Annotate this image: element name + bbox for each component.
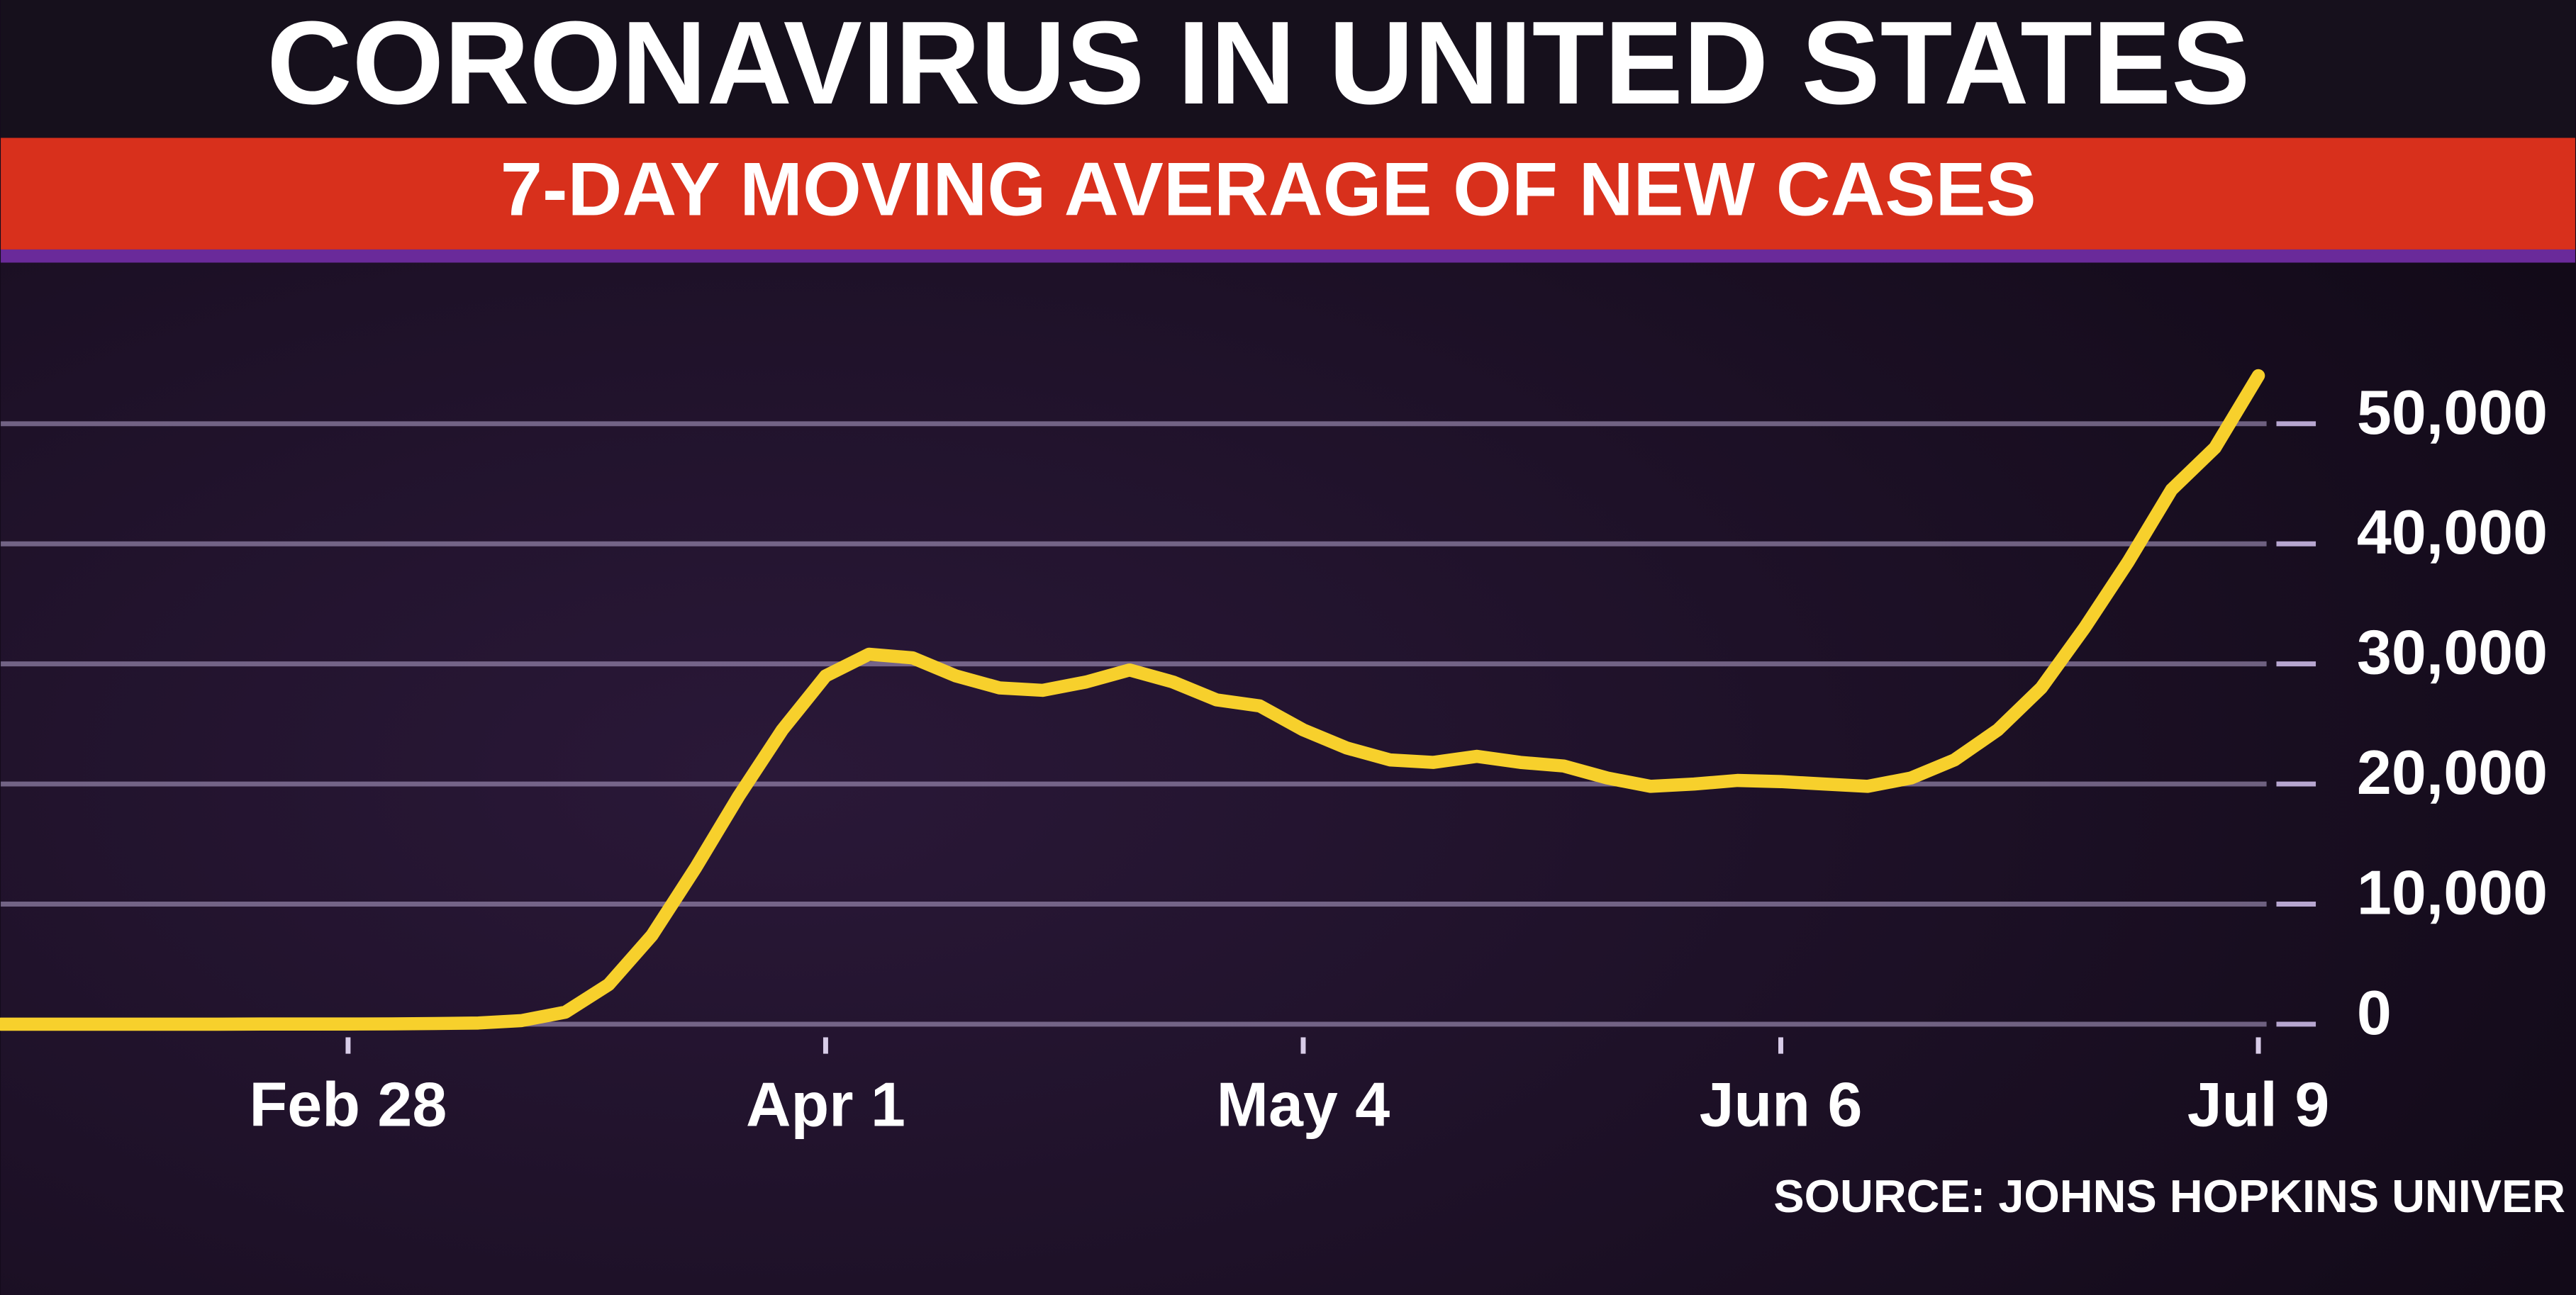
x-tick-label: Jul 9 xyxy=(2187,1070,2330,1140)
data-line xyxy=(0,369,2265,1031)
title-band xyxy=(1,0,2575,138)
chart-title: CORONAVIRUS IN UNITED STATES xyxy=(267,0,2250,129)
y-tick-label: 50,000 xyxy=(2357,377,2548,447)
chart-subtitle: 7-DAY MOVING AVERAGE OF NEW CASES xyxy=(501,147,2036,232)
subtitle-banner xyxy=(1,138,2575,250)
x-tick-label: Feb 28 xyxy=(250,1070,447,1140)
y-tick-label: 10,000 xyxy=(2357,857,2548,927)
source-note: SOURCE: JOHNS HOPKINS UNIVER xyxy=(1773,1170,2565,1222)
y-tick-label: 0 xyxy=(2357,977,2392,1048)
y-tick-label: 30,000 xyxy=(2357,617,2548,688)
banner-edge xyxy=(1,249,2575,263)
x-tick-label: Jun 6 xyxy=(1700,1070,1863,1140)
x-tick-label: Apr 1 xyxy=(746,1070,905,1140)
y-tick-label: 20,000 xyxy=(2357,737,2548,807)
x-tick-label: May 4 xyxy=(1217,1070,1390,1140)
y-tick-label: 40,000 xyxy=(2357,497,2548,567)
